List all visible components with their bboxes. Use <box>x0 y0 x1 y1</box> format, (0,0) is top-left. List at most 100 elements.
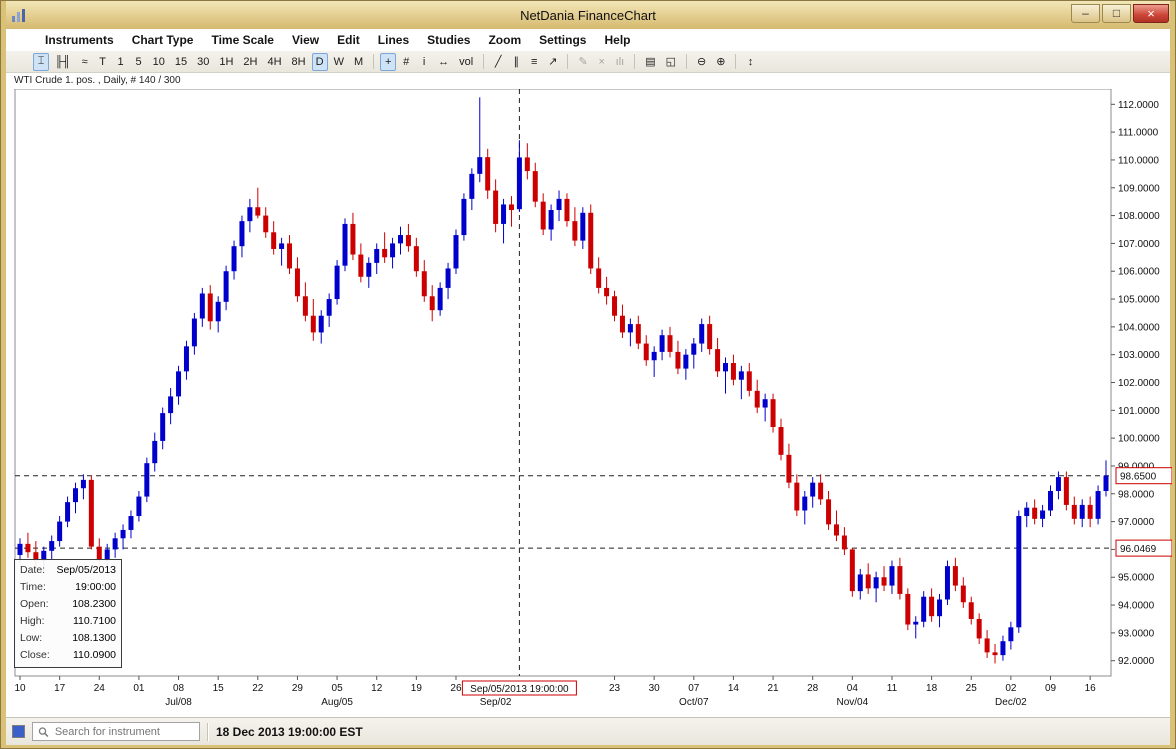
y-axis-label: 93.0000 <box>1118 628 1155 639</box>
titlebar[interactable]: NetDania FinanceChart – □ × <box>6 1 1170 29</box>
chart-icon <box>11 8 26 23</box>
candle-body <box>778 427 783 455</box>
menu-item[interactable]: Zoom <box>479 31 530 49</box>
timescale-30min-button[interactable]: 30 <box>193 53 213 71</box>
x-axis-month-label: Jul/08 <box>165 697 192 708</box>
instrument-color-swatch[interactable] <box>12 725 25 738</box>
candle-body <box>517 157 522 209</box>
show-bars-button[interactable]: ılı <box>612 53 629 71</box>
search-input[interactable] <box>53 725 194 739</box>
pointer-button[interactable]: ↗ <box>544 53 561 71</box>
timescale-8h-button[interactable]: 8H <box>288 53 310 71</box>
y-axis-label: 103.0000 <box>1118 350 1160 361</box>
tooltip-value: Sep/05/2013 <box>56 562 116 579</box>
timescale-15min-button[interactable]: 15 <box>171 53 191 71</box>
menu-item[interactable]: Help <box>595 31 639 49</box>
toolbar: ⌶╟╢≈T151015301H2H4H8HDWM+#i↔vol╱∥≡↗✎×ılı… <box>6 51 1170 73</box>
timescale-5min-button[interactable]: 5 <box>131 53 147 71</box>
grid-button[interactable]: # <box>398 53 414 71</box>
candle-body <box>57 522 62 541</box>
y-axis-label: 102.0000 <box>1118 378 1160 389</box>
candle-body <box>477 157 482 174</box>
candle-body <box>668 335 673 352</box>
tooltip-value: 110.0900 <box>73 647 116 664</box>
menu-item[interactable]: View <box>283 31 328 49</box>
candle-body <box>953 566 958 585</box>
candle-body <box>279 243 284 249</box>
candle-body <box>1032 508 1037 519</box>
candle-body <box>580 213 585 241</box>
x-axis-month-label: Aug/05 <box>321 697 353 708</box>
maximize-button[interactable]: □ <box>1102 4 1131 23</box>
candle-body <box>818 483 823 500</box>
x-axis-label: 07 <box>688 683 700 694</box>
menu-item[interactable]: Instruments <box>36 31 123 49</box>
candlestick-chart[interactable]: 92.000093.000094.000095.000096.000097.00… <box>6 89 1172 716</box>
chart-legend: WTI Crude 1. pos. , Daily, # 140 / 300 <box>14 75 181 86</box>
volume-button[interactable]: vol <box>455 53 477 71</box>
x-axis-label: 19 <box>411 683 423 694</box>
horizontal-lines-button[interactable]: ≡ <box>526 53 542 71</box>
timescale-10min-button[interactable]: 10 <box>149 53 169 71</box>
candle-body <box>771 399 776 427</box>
ohlc-bar-chart-button[interactable]: ╟╢ <box>51 53 75 71</box>
y-axis-label: 109.0000 <box>1118 183 1160 194</box>
menu-item[interactable]: Chart Type <box>123 31 203 49</box>
candle-body <box>350 224 355 255</box>
x-axis-label: 02 <box>1005 683 1017 694</box>
candle-body <box>263 216 268 233</box>
delete-line-button[interactable]: × <box>594 53 610 71</box>
scroll-horizontal-button[interactable]: ↔ <box>434 53 453 71</box>
print-preview-button[interactable]: ◱ <box>662 53 680 71</box>
timescale-weekly-button[interactable]: W <box>330 53 348 71</box>
x-axis-label: 01 <box>133 683 145 694</box>
timescale-1h-button[interactable]: 1H <box>215 53 237 71</box>
print-button[interactable]: ▤ <box>641 53 659 71</box>
minimize-button[interactable]: – <box>1071 4 1100 23</box>
menu-item[interactable]: Lines <box>369 31 418 49</box>
line-chart-button[interactable]: ≈ <box>77 53 93 71</box>
candlestick-chart-button[interactable]: ⌶ <box>33 53 49 71</box>
vertical-scale-button[interactable]: ↕ <box>742 53 758 71</box>
x-axis-label: 14 <box>728 683 740 694</box>
timescale-2h-button[interactable]: 2H <box>239 53 261 71</box>
candle-body <box>707 324 712 349</box>
menu-item[interactable]: Settings <box>530 31 595 49</box>
x-axis-label: 18 <box>926 683 938 694</box>
candle-body <box>113 538 118 549</box>
chart-area[interactable]: WTI Crude 1. pos. , Daily, # 140 / 300 9… <box>6 73 1170 717</box>
menu-item[interactable]: Studies <box>418 31 479 49</box>
x-axis-label: 09 <box>1045 683 1057 694</box>
edit-line-button[interactable]: ✎ <box>574 53 591 71</box>
candle-body <box>295 268 300 296</box>
channel-line-button[interactable]: ∥ <box>508 53 524 71</box>
close-button[interactable]: × <box>1133 4 1169 23</box>
candle-body <box>889 566 894 585</box>
candle-body <box>335 266 340 299</box>
trend-line-button[interactable]: ╱ <box>490 53 506 71</box>
y-axis-label: 112.0000 <box>1118 100 1159 111</box>
candle-body <box>374 249 379 263</box>
candle-body <box>675 352 680 369</box>
timescale-1min-button[interactable]: 1 <box>113 53 129 71</box>
search-box[interactable] <box>32 722 200 741</box>
candle-body <box>216 302 221 321</box>
zoom-in-button[interactable]: ⊕ <box>712 53 729 71</box>
x-axis-month-label: Dec/02 <box>995 697 1027 708</box>
timescale-monthly-button[interactable]: M <box>350 53 367 71</box>
y-axis-label: 105.0000 <box>1118 295 1160 306</box>
y-axis-label: 97.0000 <box>1118 517 1155 528</box>
info-button[interactable]: i <box>416 53 432 71</box>
candle-body <box>327 299 332 316</box>
x-axis-label: 10 <box>14 683 26 694</box>
crosshair-button[interactable]: + <box>380 53 396 71</box>
candle-body <box>311 316 316 333</box>
menu-item[interactable]: Time Scale <box>202 31 282 49</box>
candle-body <box>358 255 363 277</box>
menu-item[interactable]: Edit <box>328 31 369 49</box>
timescale-tick-button[interactable]: T <box>95 53 111 71</box>
candle-body <box>921 597 926 622</box>
timescale-4h-button[interactable]: 4H <box>263 53 285 71</box>
zoom-out-button[interactable]: ⊖ <box>693 53 710 71</box>
timescale-daily-button[interactable]: D <box>312 53 328 71</box>
